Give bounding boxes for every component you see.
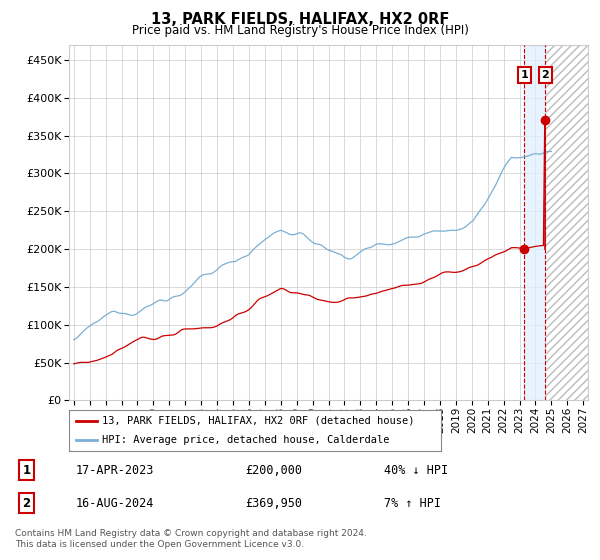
Text: £369,950: £369,950	[245, 497, 302, 510]
Text: 17-APR-2023: 17-APR-2023	[76, 464, 154, 477]
Bar	[545, 45, 599, 400]
Text: £200,000: £200,000	[245, 464, 302, 477]
Text: 16-AUG-2024: 16-AUG-2024	[76, 497, 154, 510]
Text: 40% ↓ HPI: 40% ↓ HPI	[385, 464, 449, 477]
Text: 1: 1	[520, 70, 528, 80]
Bar	[524, 45, 545, 400]
Text: 1: 1	[22, 464, 31, 477]
Text: 13, PARK FIELDS, HALIFAX, HX2 0RF: 13, PARK FIELDS, HALIFAX, HX2 0RF	[151, 12, 449, 27]
Text: HPI: Average price, detached house, Calderdale: HPI: Average price, detached house, Cald…	[103, 435, 390, 445]
Bar	[545, 45, 599, 400]
Text: 13, PARK FIELDS, HALIFAX, HX2 0RF (detached house): 13, PARK FIELDS, HALIFAX, HX2 0RF (detac…	[103, 416, 415, 426]
Text: Contains HM Land Registry data © Crown copyright and database right 2024.
This d: Contains HM Land Registry data © Crown c…	[15, 529, 367, 549]
Text: 2: 2	[541, 70, 549, 80]
Text: 7% ↑ HPI: 7% ↑ HPI	[385, 497, 442, 510]
Text: Price paid vs. HM Land Registry's House Price Index (HPI): Price paid vs. HM Land Registry's House …	[131, 24, 469, 36]
Text: 2: 2	[22, 497, 31, 510]
